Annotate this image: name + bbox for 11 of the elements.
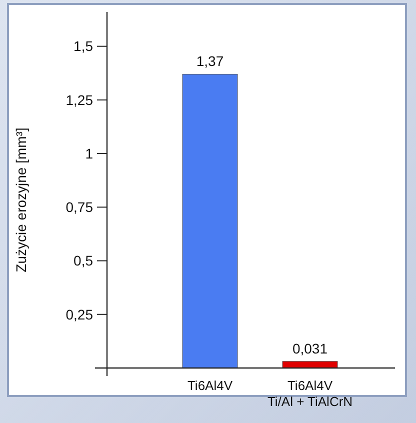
y-tick-label: 0,5 bbox=[74, 252, 94, 269]
y-tick-label: 1 bbox=[85, 145, 94, 162]
y-axis-title: Zużycie erozyjne [mm³] bbox=[13, 128, 29, 272]
y-tick-label: 0,75 bbox=[66, 199, 94, 216]
x-tick-label: Ti6Al4V bbox=[187, 378, 233, 393]
x-tick-label: Ti6Al4V Ti/Al + TiAlCrN bbox=[267, 378, 353, 409]
y-tick-label: 1,25 bbox=[66, 92, 94, 108]
data-label: 0,031 bbox=[292, 340, 328, 356]
data-label: 1,37 bbox=[196, 53, 224, 70]
y-tick-label: 1,5 bbox=[74, 38, 94, 54]
y-tick-label: 0,25 bbox=[66, 306, 94, 322]
